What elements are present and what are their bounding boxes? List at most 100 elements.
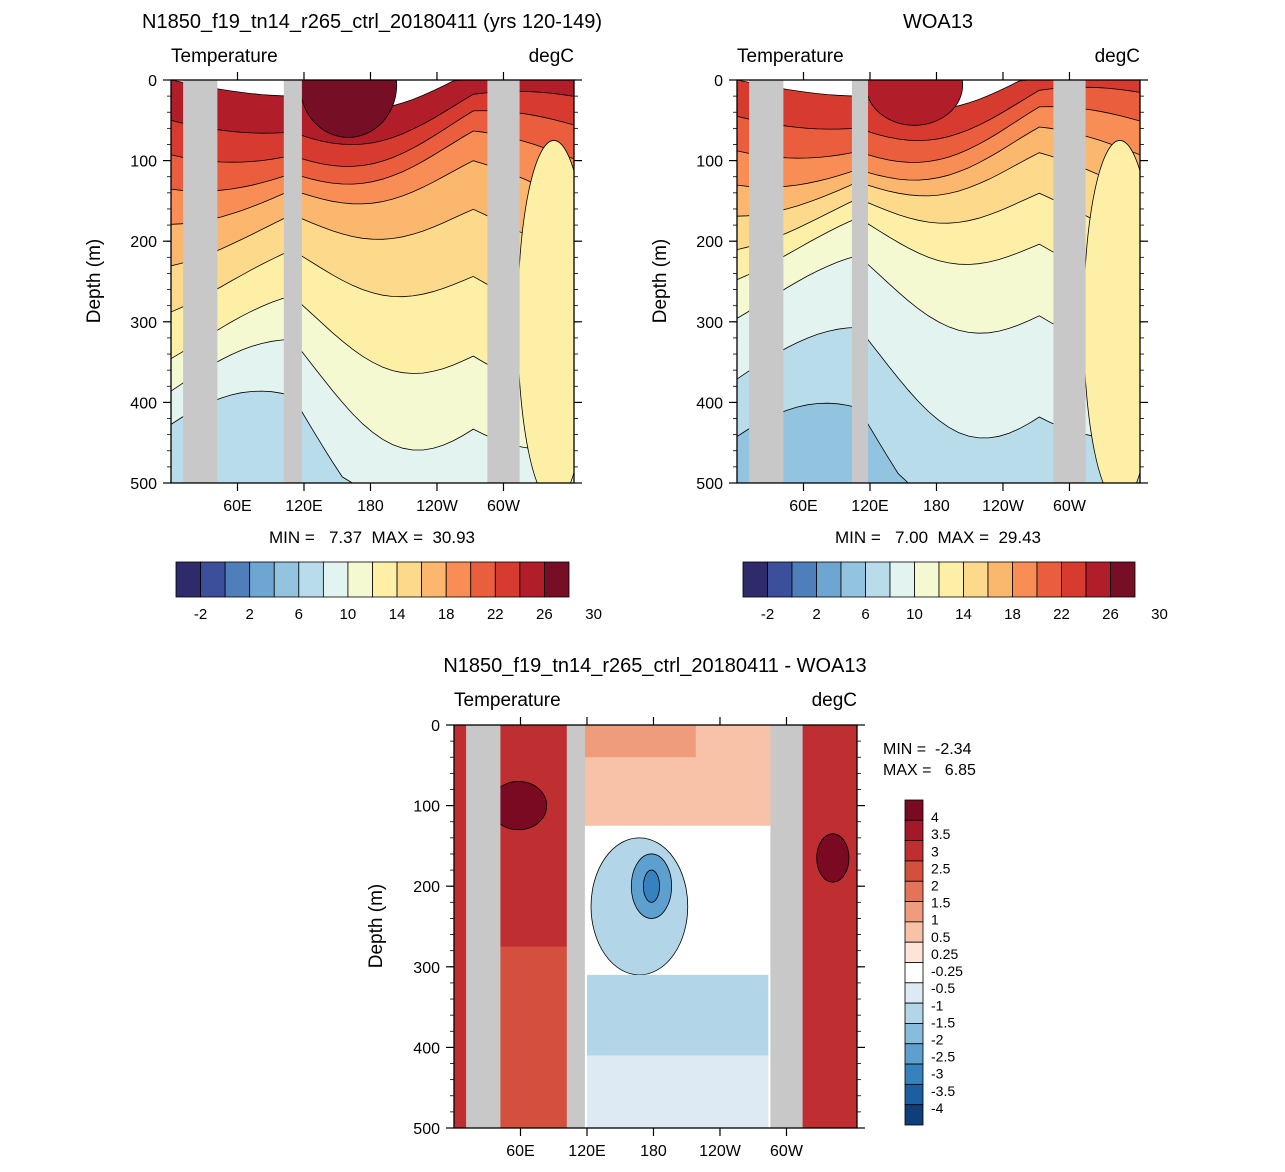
x-tick-label: 60E [223, 498, 251, 515]
colorbar-label: 2 [246, 606, 254, 623]
plot-frame [170, 79, 575, 484]
land-mask [851, 80, 868, 483]
plot-frame [453, 724, 858, 1129]
diff-band [800, 725, 857, 1128]
panel-title: WOA13 [903, 11, 973, 33]
y-axis: 0 100 200 300 400 500 [696, 73, 1148, 493]
colorbar-label: 14 [389, 606, 406, 623]
colorbar-label: 22 [1053, 606, 1070, 623]
colorbar-swatch [904, 840, 924, 862]
colorbar-label: 6 [861, 606, 869, 623]
colorbar-swatch [904, 921, 924, 943]
colorbar-swatch [249, 561, 275, 598]
colorbar-label: -1 [931, 997, 944, 1013]
colorbar-swatch [938, 561, 964, 598]
colorbar-label: 2 [812, 606, 820, 623]
land-mask [770, 725, 803, 1128]
min-max-stats: MIN = 7.37 MAX = 30.93 [269, 528, 475, 547]
y-axis-label: Depth (m) [84, 239, 105, 323]
land-mask [466, 725, 501, 1128]
colorbar-swatch [914, 561, 940, 598]
diff-band [574, 725, 696, 758]
colorbar-label: 0.25 [931, 946, 958, 962]
x-tick-label: 180 [357, 498, 384, 515]
colorbar-swatch [1012, 561, 1038, 598]
colorbar-swatch [904, 880, 924, 902]
land-mask [749, 80, 784, 483]
y-tick-label: 500 [696, 476, 723, 493]
y-axis: 0 100 200 300 400 500 [413, 718, 865, 1138]
colorbar-swatch [904, 962, 924, 984]
y-tick-label: 300 [130, 315, 157, 332]
colorbar-label: 1.5 [931, 895, 951, 911]
colorbar-label: 4 [931, 809, 939, 825]
diff-band [494, 946, 567, 1128]
colorbar-swatch [904, 819, 924, 842]
y-tick-label: 100 [130, 154, 157, 171]
diff-contour [643, 869, 660, 903]
colorbar-label: 18 [438, 606, 455, 623]
heatmap-plot [171, 80, 574, 483]
land-mask [1053, 80, 1086, 483]
colorbar-swatch [904, 1104, 924, 1126]
colorbar-label: 30 [585, 606, 602, 623]
colorbar-swatch [904, 1023, 924, 1045]
x-tick-label: 120W [416, 498, 459, 515]
colorbar-swatch [904, 1043, 924, 1065]
colorbar-swatch [963, 561, 989, 598]
colorbar-swatch [396, 561, 423, 598]
colorbar-label: 22 [487, 606, 504, 623]
colorbar-label: 10 [906, 606, 923, 623]
colorbar-label: 2.5 [931, 860, 951, 876]
min-max-stats: MIN = 7.00 MAX = 29.43 [835, 528, 1041, 547]
colorbar-swatch [224, 561, 251, 598]
x-tick-label: 180 [923, 498, 950, 515]
x-tick-label: 60E [789, 498, 817, 515]
colorbar-swatch [372, 561, 398, 598]
units-label: degC [529, 46, 574, 67]
colorbar-label: -3 [931, 1066, 944, 1082]
plot-frame [736, 79, 1141, 484]
x-tick-label: 120W [982, 498, 1025, 515]
colorbar-label: -2 [194, 606, 207, 623]
colorbar-swatch [175, 561, 201, 598]
x-tick-label: 60W [487, 498, 521, 515]
colorbar-label: -3.5 [931, 1083, 955, 1099]
x-tick-label: 60W [770, 1143, 804, 1160]
colorbar-swatch [519, 561, 545, 598]
colorbar-swatch [987, 561, 1013, 598]
min-stat: MIN = -2.34 [883, 741, 972, 758]
colorbar-label: 2 [931, 878, 939, 894]
colorbar-swatch [791, 561, 817, 598]
y-tick-label: 400 [130, 395, 157, 412]
colorbar-swatch [322, 561, 349, 598]
y-tick-label: 200 [130, 234, 157, 251]
max-stat: MAX = 6.85 [883, 762, 976, 779]
colorbar-swatch [742, 561, 768, 598]
colorbar-swatch [865, 561, 891, 598]
colorbar-swatch [494, 561, 521, 598]
y-tick-label: 100 [413, 799, 440, 816]
colorbar-label: 26 [1102, 606, 1119, 623]
y-tick-label: 500 [413, 1121, 440, 1138]
colorbar-swatch [904, 982, 924, 1004]
colorbar-label: -0.25 [931, 963, 963, 979]
x-axis: 60E 120E 180 120W 60W [223, 72, 521, 515]
x-axis: 60E 120E 180 120W 60W [789, 72, 1087, 515]
y-axis: 0 100 200 300 400 500 [130, 73, 582, 493]
colorbar-swatch [767, 561, 793, 598]
panel-title: N1850_f19_tn14_r265_ctrl_20180411 (yrs 1… [142, 11, 602, 33]
colorbar-label: -4 [931, 1100, 944, 1116]
units-label: degC [1095, 46, 1140, 67]
land-mask [566, 725, 585, 1128]
colorbar-swatch [816, 561, 842, 598]
y-tick-label: 0 [714, 73, 723, 90]
colorbar-swatch [1110, 561, 1136, 598]
colorbar-swatch [470, 561, 496, 598]
colorbar-label: 3.5 [931, 826, 951, 842]
colorbar-swatch [904, 941, 924, 963]
variable-label: Temperature [454, 690, 561, 711]
x-tick-label: 120W [699, 1143, 742, 1160]
colorbar-label: 0.5 [931, 929, 951, 945]
diff-contour [816, 833, 850, 883]
